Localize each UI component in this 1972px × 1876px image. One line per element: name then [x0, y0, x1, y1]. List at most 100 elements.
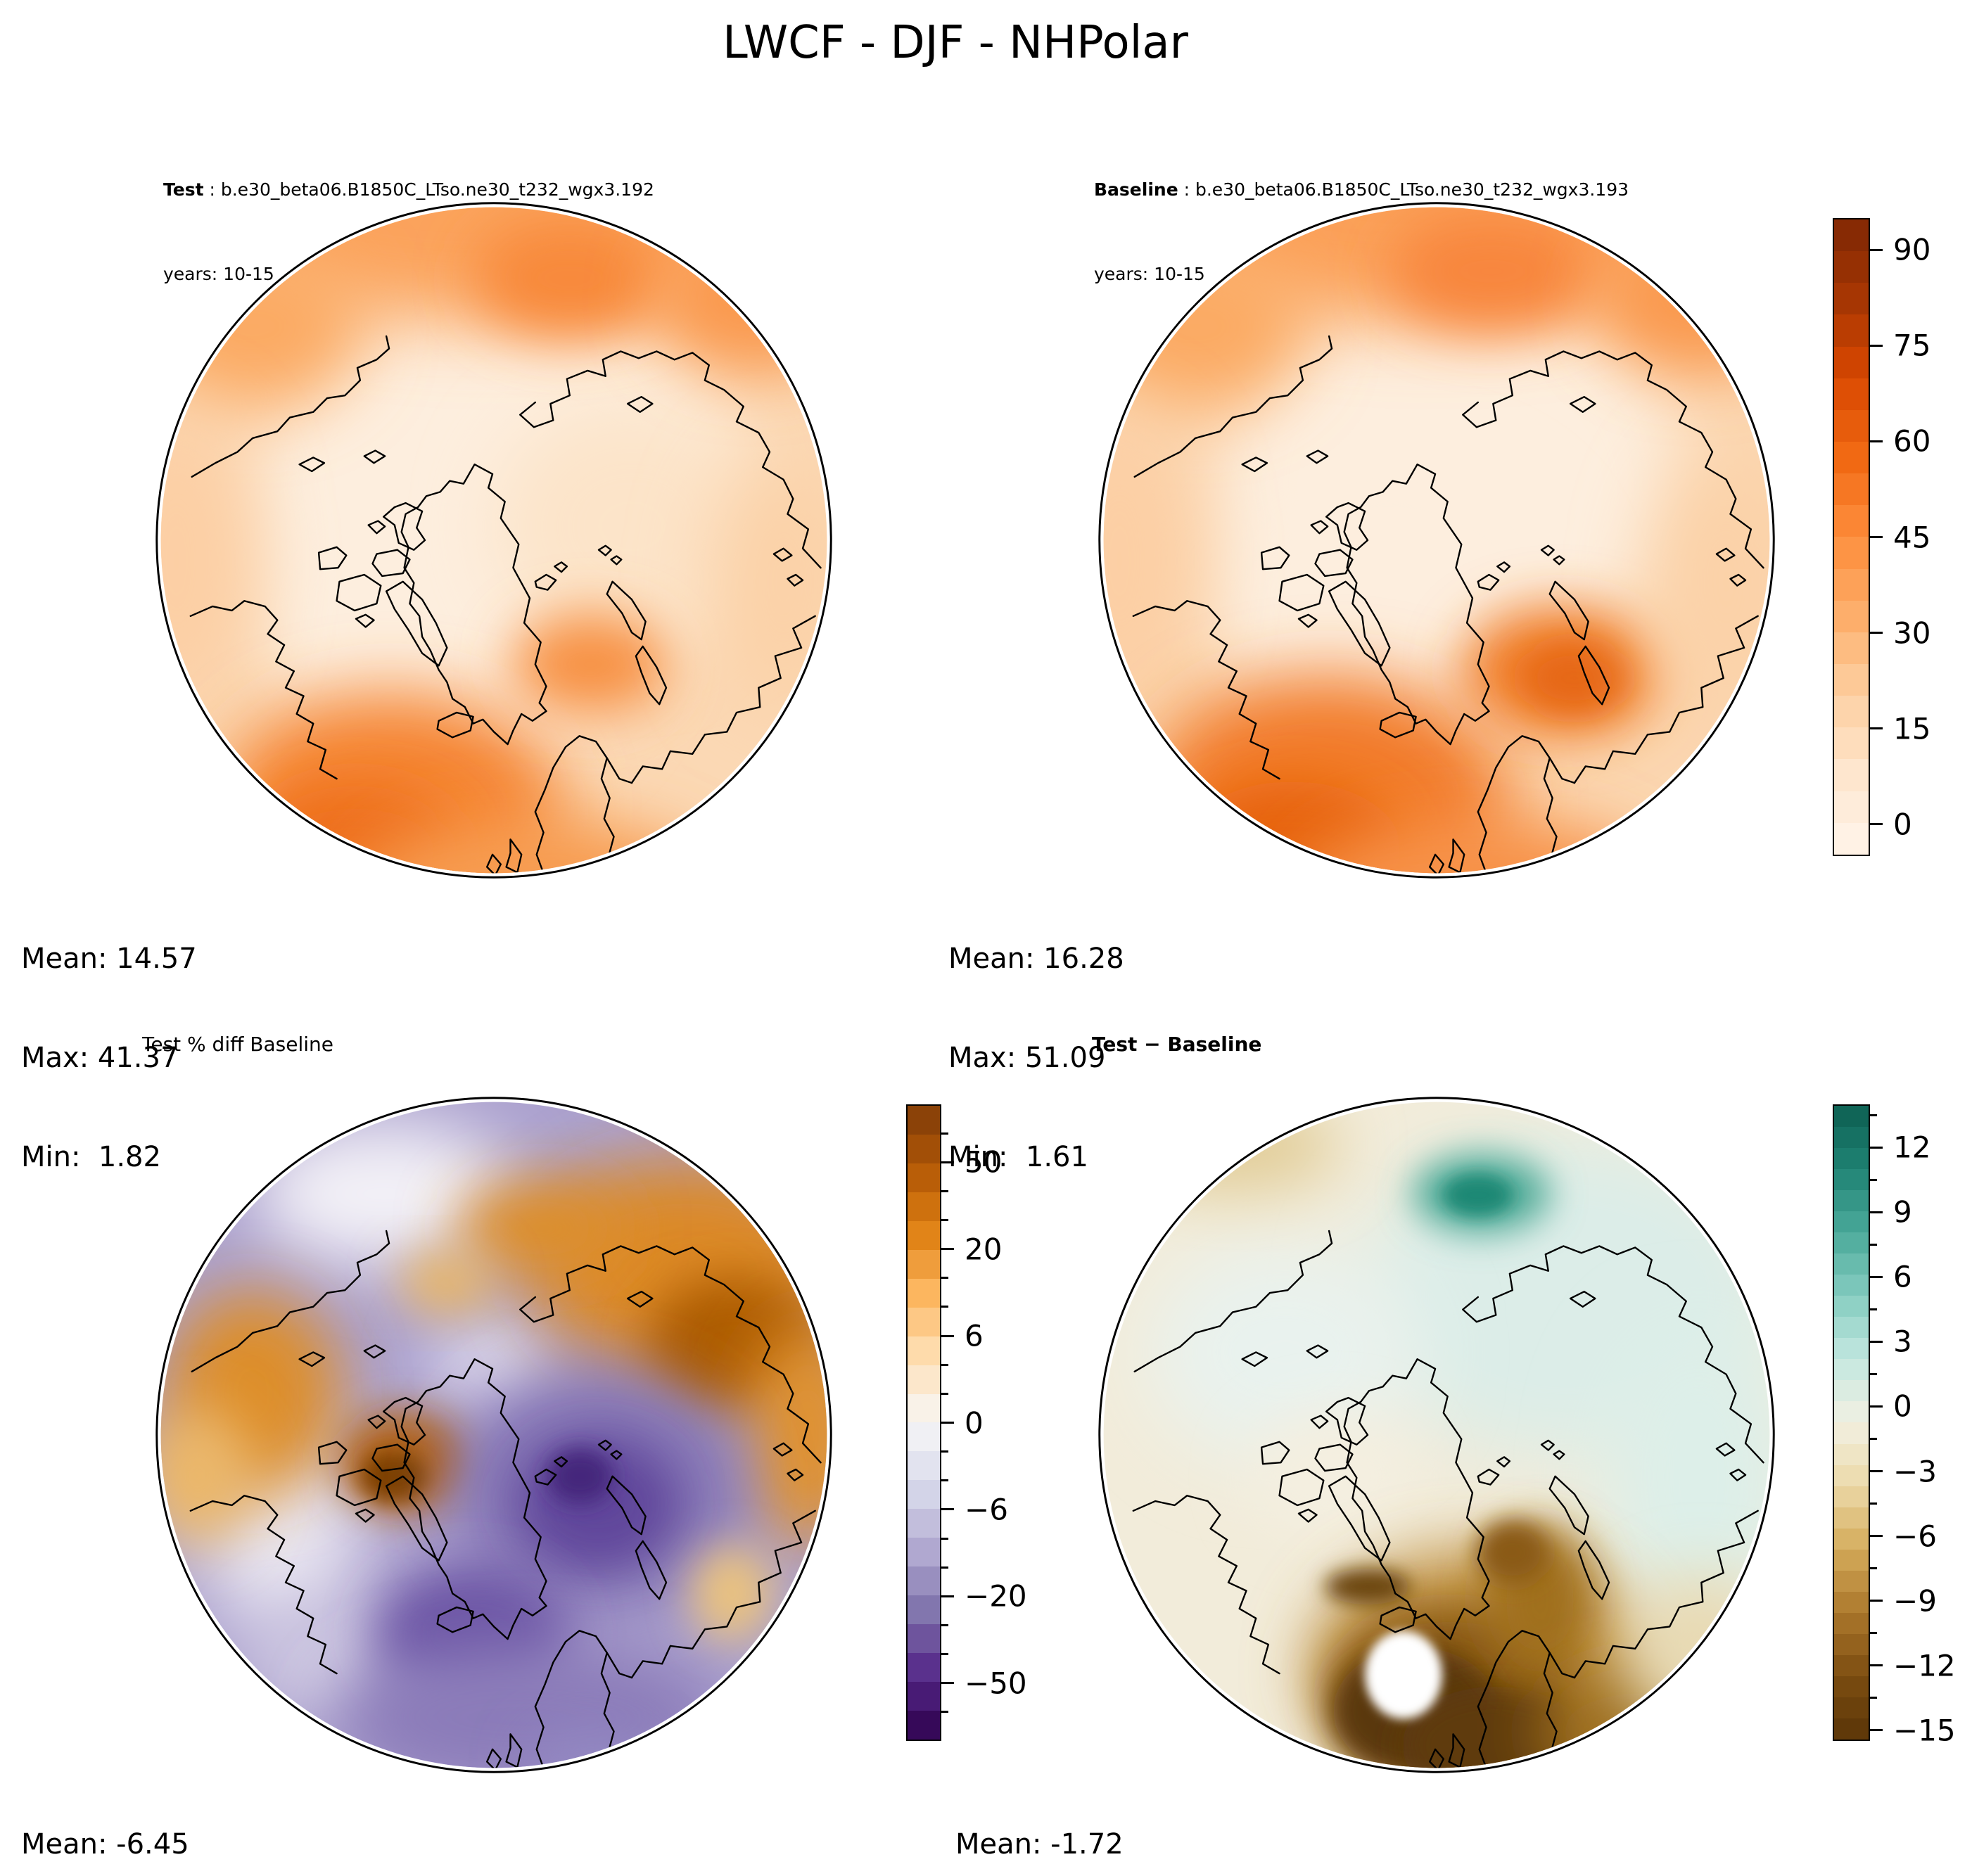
- colorbar-segment: [1834, 1570, 1869, 1592]
- colorbar-main-bar: [1833, 218, 1870, 856]
- colorbar-tick-label: −12: [1893, 1648, 1956, 1683]
- colorbar-segment: [1834, 1338, 1869, 1360]
- colorbar-tick: [941, 1682, 954, 1685]
- colorbar-segment: [1834, 219, 1869, 252]
- colorbar-segment: [908, 1249, 940, 1279]
- colorbar-tick: [941, 1392, 948, 1395]
- colorbar-tick: [1870, 1600, 1883, 1602]
- colorbar-segment: [908, 1307, 940, 1336]
- colorbar-tick-label: 9: [1893, 1194, 1912, 1230]
- field-blob: [511, 612, 670, 716]
- colorbar-tick: [1870, 1729, 1883, 1732]
- baseline-panel-header: Baseline : b.e30_beta06.B1850C_LTso.ne30…: [1094, 120, 1629, 345]
- pct-diff-title: Test % diff Baseline: [142, 1033, 334, 1056]
- colorbar-segment: [1834, 1486, 1869, 1507]
- colorbar-tick-label: 60: [1893, 423, 1931, 459]
- baseline-stats: Mean: 16.28 Max: 51.09 Min: 1.61: [948, 876, 1124, 1240]
- colorbar-segment: [908, 1711, 940, 1740]
- colorbar-segment: [1834, 283, 1869, 315]
- colorbar-segment: [908, 1566, 940, 1596]
- colorbar-segment: [1834, 441, 1869, 474]
- colorbar-tick: [1870, 1438, 1877, 1440]
- field-blob: [253, 1121, 515, 1266]
- colorbar-tick: [941, 1363, 948, 1366]
- colorbar-tick: [941, 1219, 948, 1222]
- colorbar-segment: [1834, 1612, 1869, 1634]
- colorbar-segment: [908, 1682, 940, 1711]
- colorbar-segment: [908, 1653, 940, 1683]
- colorbar-pct-diff-bar: [906, 1104, 941, 1741]
- colorbar-segment: [1834, 1422, 1869, 1444]
- baseline-mean: Mean: 16.28: [948, 943, 1124, 975]
- test-years: years: 10-15: [163, 264, 274, 284]
- map-boundary-circle: [155, 202, 832, 879]
- colorbar-segment: [1834, 1232, 1869, 1254]
- colorbar-tick: [1870, 1664, 1883, 1667]
- colorbar-tick: [941, 1450, 948, 1453]
- colorbar-tick: [1870, 1697, 1877, 1699]
- colorbar-tick: [941, 1711, 948, 1714]
- colorbar-tick: [941, 1248, 954, 1251]
- map-baseline: [1098, 202, 1775, 879]
- test-run-name: : b.e30_beta06.B1850C_LTso.ne30_t232_wgx…: [203, 179, 654, 200]
- colorbar-tick: [1870, 1114, 1877, 1116]
- colorbar-tick: [941, 1189, 948, 1192]
- colorbar-tick: [1870, 1405, 1883, 1408]
- colorbar-segment: [908, 1422, 940, 1452]
- colorbar-segment: [1834, 1190, 1869, 1212]
- colorbar-segment: [1834, 314, 1869, 347]
- colorbar-segment: [908, 1106, 940, 1135]
- coastlines: [189, 1230, 822, 1768]
- field-blob: [1147, 1242, 1423, 1463]
- colorbar-segment: [1834, 1106, 1869, 1128]
- colorbar-tick: [1870, 1308, 1877, 1310]
- baseline-min: Min: 1.61: [948, 1141, 1088, 1173]
- colorbar-tick-label: 6: [965, 1318, 984, 1353]
- colorbar-segment: [1834, 759, 1869, 791]
- field-blob: [1522, 644, 1627, 713]
- colorbar-tick-label: −20: [965, 1578, 1027, 1614]
- colorbar-tick-label: 0: [1893, 807, 1912, 842]
- colorbar-tick: [1870, 440, 1883, 442]
- colorbar-segment: [908, 1480, 940, 1510]
- field-blob: [1388, 212, 1596, 331]
- colorbar-segment: [1834, 1718, 1869, 1740]
- colorbar-tick: [1870, 344, 1883, 347]
- field-blob: [1602, 1325, 1770, 1628]
- coastlines: [1132, 1230, 1764, 1768]
- test-min: Min: 1.82: [21, 1141, 161, 1173]
- colorbar-segment: [908, 1393, 940, 1423]
- baseline-header-line1: Baseline : b.e30_beta06.B1850C_LTso.ne30…: [1094, 176, 1629, 204]
- colorbar-tick-label: 12: [1893, 1130, 1931, 1165]
- colorbar-tick: [941, 1132, 948, 1135]
- colorbar-segment: [1834, 473, 1869, 506]
- colorbar-diff: 12 9 6 3 0 −3 −6 −9 −12 −15: [1833, 1104, 1956, 1747]
- test-label: Test: [163, 179, 204, 200]
- colorbar-segment: [1834, 1654, 1869, 1676]
- colorbar-segment: [1834, 1443, 1869, 1465]
- colorbar-segment: [1834, 1148, 1869, 1170]
- colorbar-tick: [1870, 536, 1883, 538]
- field-blob: [745, 1325, 827, 1545]
- colorbar-tick: [1870, 1275, 1883, 1278]
- map-test: [155, 202, 832, 879]
- field-blob: [1250, 1414, 1416, 1538]
- field-blob: [1365, 1631, 1442, 1719]
- colorbar-tick: [941, 1566, 948, 1569]
- colorbar-tick: [941, 1277, 948, 1280]
- colorbar-tick-label: 20: [965, 1232, 1003, 1267]
- field-blob: [456, 1180, 629, 1277]
- colorbar-segment: [1834, 1253, 1869, 1275]
- map-diff: [1098, 1097, 1775, 1773]
- map-boundary-circle: [1098, 202, 1775, 879]
- colorbar-segment: [1834, 1296, 1869, 1317]
- field-blob: [428, 1317, 560, 1408]
- field-layer: [160, 207, 827, 874]
- colorbar-segment: [1834, 632, 1869, 664]
- colorbar-tick-label: −3: [1893, 1454, 1937, 1489]
- baseline-max: Max: 51.09: [948, 1042, 1106, 1074]
- colorbar-segment: [1834, 1359, 1869, 1381]
- colorbar-tick-label: 45: [1893, 520, 1931, 554]
- colorbar-tick: [1870, 1567, 1877, 1570]
